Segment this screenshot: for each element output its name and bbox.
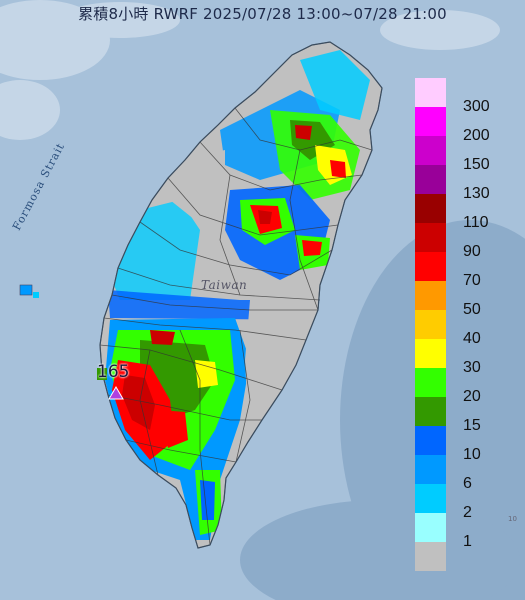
legend-label-1: 1	[463, 533, 472, 550]
legend-swatch-300	[415, 78, 446, 107]
legend-label-10: 10	[463, 446, 481, 463]
rainfall-legend: 300 200 150 130 110 90 70 50 40 30 20 15 10 6 2 1	[413, 78, 525, 571]
legend-label-40: 40	[463, 330, 481, 347]
legend-swatch-2	[415, 484, 446, 513]
legend-label-70: 70	[463, 272, 481, 289]
island-label: Taiwan	[201, 278, 248, 292]
legend-label-6: 6	[463, 475, 472, 492]
legend-swatch-40	[415, 310, 446, 339]
legend-label-130: 130	[463, 185, 490, 202]
legend-label-110: 110	[463, 214, 489, 231]
legend-label-150: 150	[463, 156, 490, 173]
legend-label-90: 90	[463, 243, 481, 260]
legend-label-20: 20	[463, 388, 481, 405]
legend-swatch-1	[415, 513, 446, 542]
corner-label: 10	[508, 515, 517, 523]
legend-swatch-6	[415, 455, 446, 484]
legend-swatch-zero	[415, 542, 446, 571]
legend-label-30: 30	[463, 359, 481, 376]
legend-swatch-70	[415, 252, 446, 281]
map-title: 累積8小時 RWRF 2025/07/28 13:00~07/28 21:00	[78, 5, 447, 23]
legend-label-200: 200	[463, 127, 490, 144]
legend-label-2: 2	[463, 504, 472, 521]
legend-swatch-30	[415, 339, 446, 368]
legend-swatch-10	[415, 426, 446, 455]
legend-swatch-110	[415, 194, 446, 223]
legend-label-300: 300	[463, 98, 490, 115]
legend-swatch-15	[415, 397, 446, 426]
legend-label-50: 50	[463, 301, 481, 318]
max-station-triangle-icon	[108, 386, 124, 400]
max-rainfall-value: 165	[97, 362, 130, 382]
legend-label-15: 15	[463, 417, 481, 434]
legend-swatch-200	[415, 107, 446, 136]
legend-swatch-50	[415, 281, 446, 310]
legend-swatch-130	[415, 165, 446, 194]
legend-swatch-20	[415, 368, 446, 397]
legend-swatch-90	[415, 223, 446, 252]
legend-swatch-150	[415, 136, 446, 165]
